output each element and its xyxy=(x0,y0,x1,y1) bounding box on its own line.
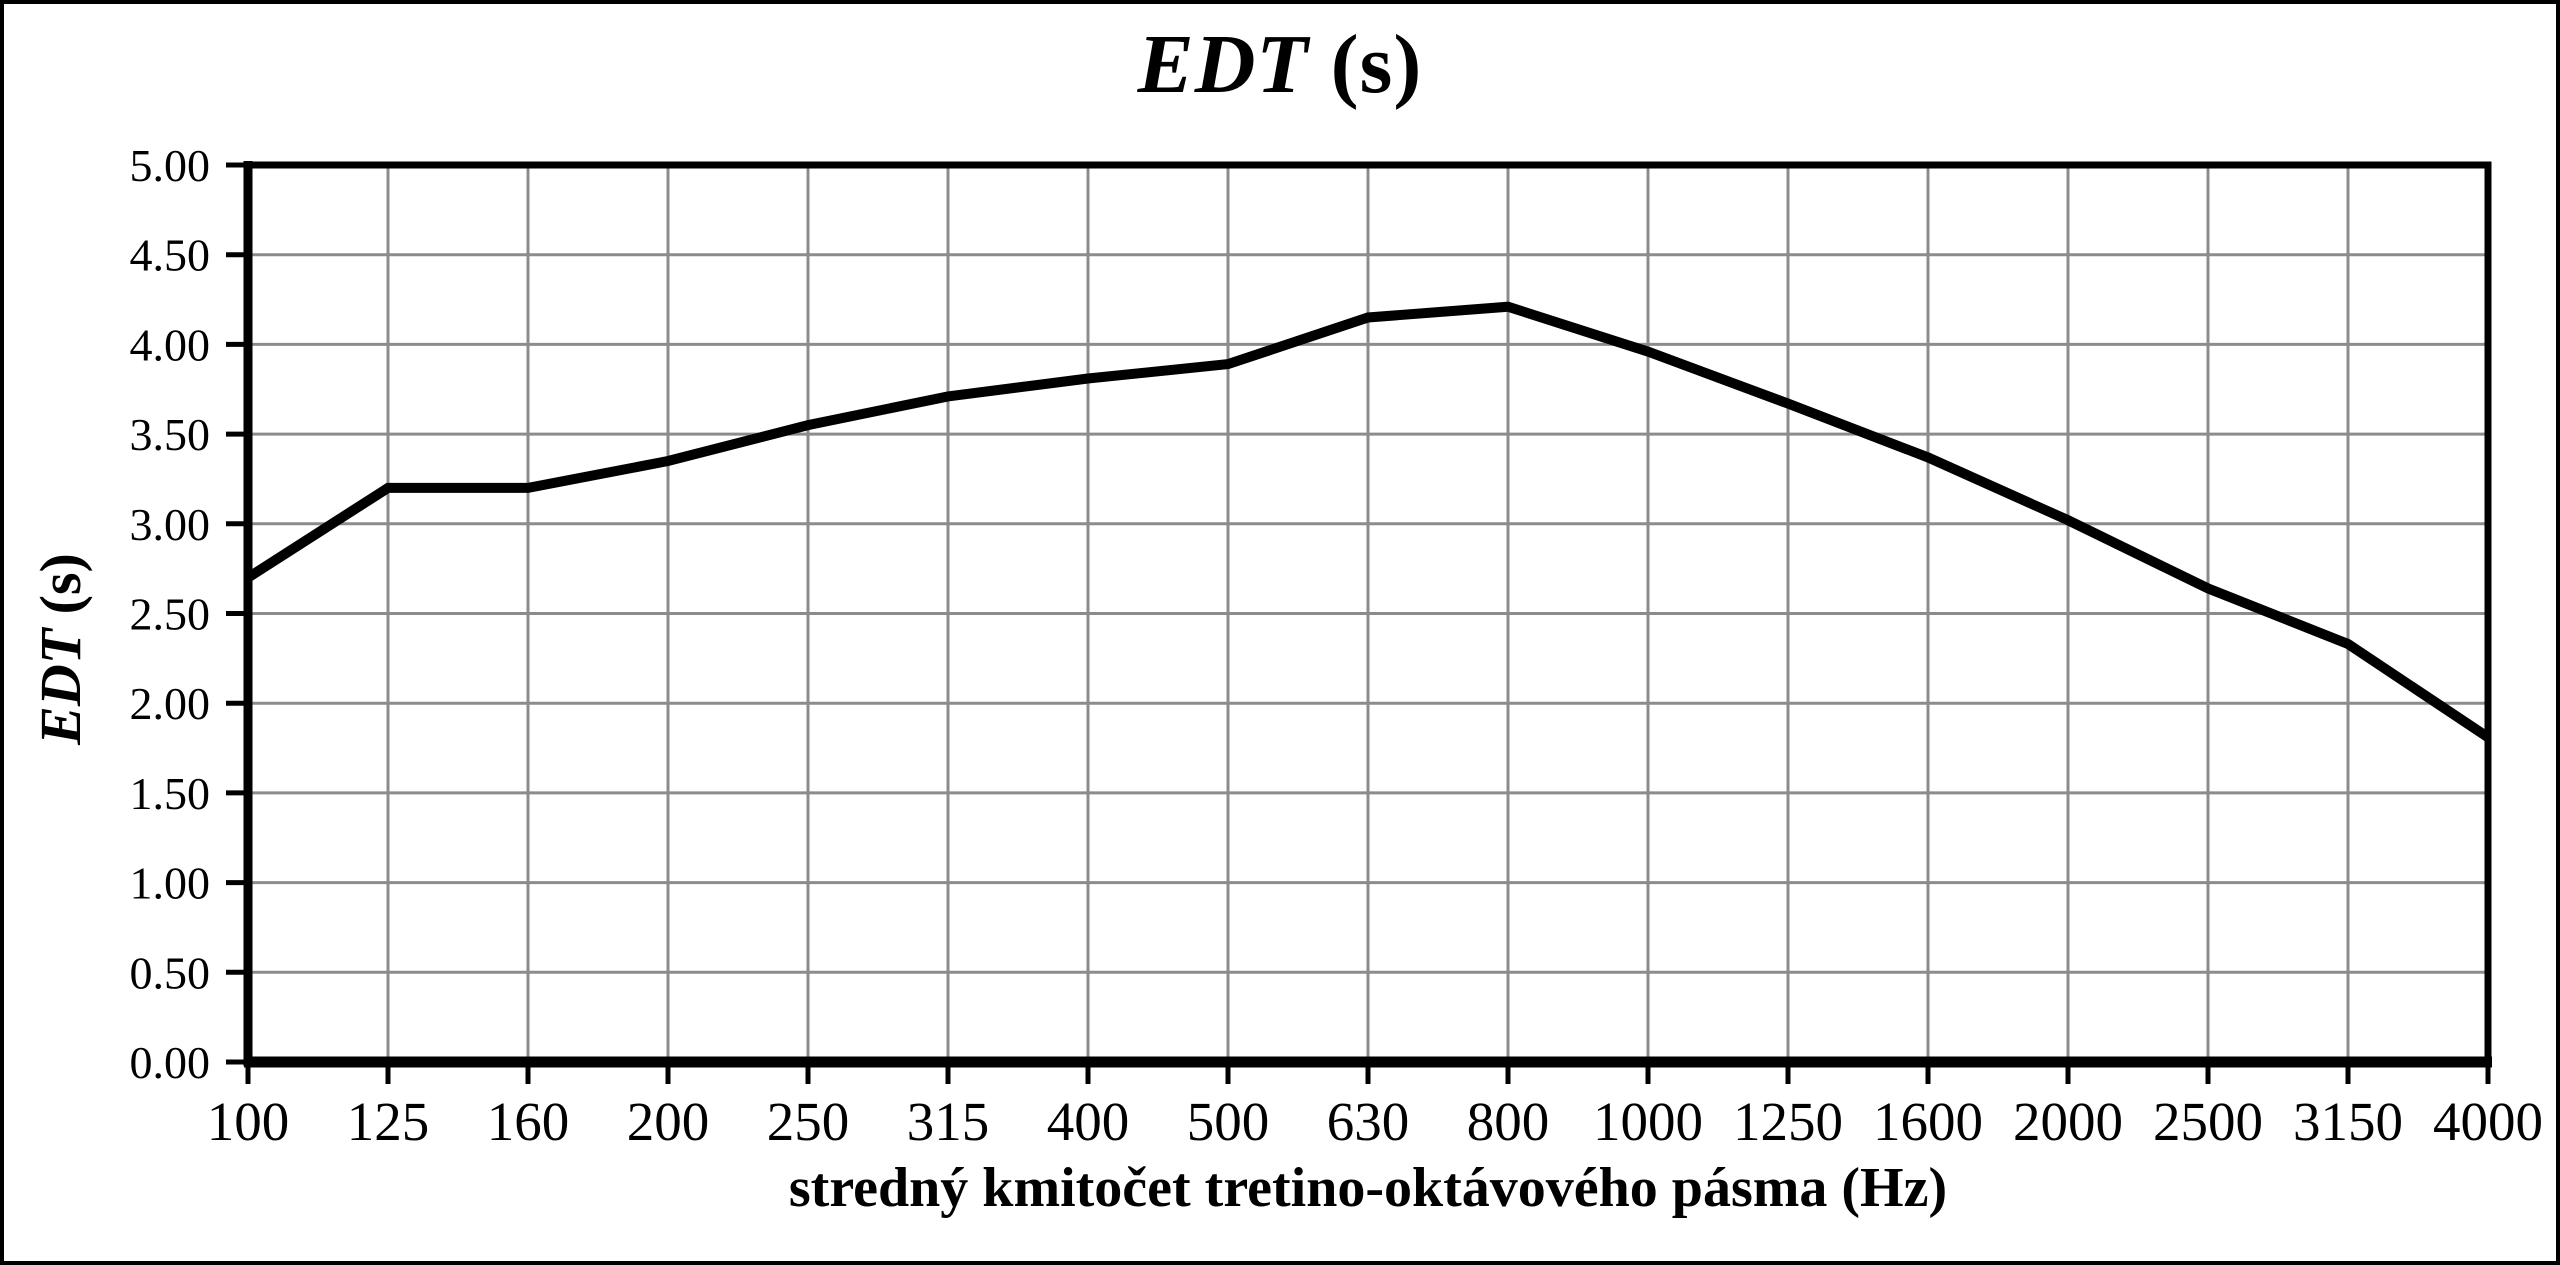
x-tick-label: 4000 xyxy=(2433,1091,2543,1152)
x-tick-label: 2500 xyxy=(2153,1091,2263,1152)
x-tick-label: 1250 xyxy=(1733,1091,1843,1152)
y-axis-title-unit: (s) xyxy=(28,553,93,615)
y-axis-title-main: EDT xyxy=(28,628,93,745)
y-tick-label: 5.00 xyxy=(130,140,211,191)
chart-title-main: EDT xyxy=(1137,18,1309,111)
y-tick-label: 4.50 xyxy=(130,230,211,281)
chart-title: EDT (s) xyxy=(4,16,2556,113)
y-tick-label: 0.00 xyxy=(130,1037,211,1088)
edt-data-line xyxy=(245,301,2491,742)
x-tick-label: 2000 xyxy=(2013,1091,2123,1152)
x-tick-label: 400 xyxy=(1047,1091,1130,1152)
y-tick-label: 0.50 xyxy=(130,947,211,998)
x-tick-label: 250 xyxy=(767,1091,850,1152)
x-axis-title: stredný kmitočet tretino-oktávového pásm… xyxy=(788,1157,1948,1219)
x-tick-label: 1000 xyxy=(1593,1091,1703,1152)
x-tick-label: 100 xyxy=(207,1091,290,1152)
y-tick-label: 1.50 xyxy=(130,768,211,819)
x-tick-label: 1600 xyxy=(1873,1091,1983,1152)
y-tick-label: 3.00 xyxy=(130,499,211,550)
y-tick-label: 2.50 xyxy=(130,589,211,640)
y-tick-label: 4.00 xyxy=(130,319,211,370)
x-tick-label: 500 xyxy=(1187,1091,1270,1152)
x-tick-label: 125 xyxy=(347,1091,430,1152)
y-tick-label: 1.00 xyxy=(130,858,211,909)
y-axis-title: EDT (s) xyxy=(27,399,97,899)
x-tick-label: 200 xyxy=(627,1091,710,1152)
x-tick-label: 3150 xyxy=(2293,1091,2403,1152)
y-tick-label: 2.00 xyxy=(130,678,211,729)
x-tick-label: 800 xyxy=(1467,1091,1550,1152)
x-tick-label: 160 xyxy=(487,1091,570,1152)
plot-area: 0.00 0.50 1.00 1.50 2.00 2.50 3.00 3.50 4.00 4.50… xyxy=(130,140,2544,1152)
chart-title-unit: (s) xyxy=(1330,18,1423,111)
y-tick-label: 3.50 xyxy=(130,409,211,460)
x-tick-label: 630 xyxy=(1327,1091,1410,1152)
x-tick-label: 315 xyxy=(907,1091,990,1152)
